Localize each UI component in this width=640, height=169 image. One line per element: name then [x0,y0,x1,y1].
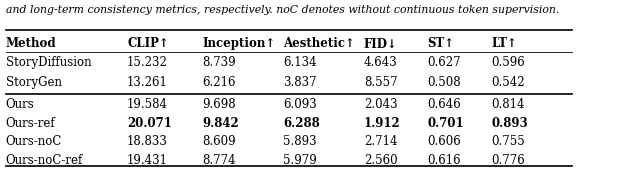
Text: 0.616: 0.616 [428,154,461,167]
Text: 8.557: 8.557 [364,76,397,89]
Text: 6.093: 6.093 [283,98,317,111]
Text: 0.701: 0.701 [428,117,464,130]
Text: Inception↑: Inception↑ [202,38,275,50]
Text: 13.261: 13.261 [127,76,168,89]
Text: 0.893: 0.893 [491,117,528,130]
Text: 8.739: 8.739 [202,56,236,69]
Text: LT↑: LT↑ [491,38,517,50]
Text: Method: Method [6,38,56,50]
Text: Ours-ref: Ours-ref [6,117,56,130]
Text: ST↑: ST↑ [428,38,454,50]
Text: CLIP↑: CLIP↑ [127,38,169,50]
Text: 18.833: 18.833 [127,136,168,148]
Text: 6.288: 6.288 [283,117,320,130]
Text: 0.596: 0.596 [491,56,525,69]
Text: 6.216: 6.216 [202,76,236,89]
Text: Ours: Ours [6,98,35,111]
Text: 2.714: 2.714 [364,136,397,148]
Text: 2.560: 2.560 [364,154,397,167]
Text: FID↓: FID↓ [364,38,398,50]
Text: 0.755: 0.755 [491,136,525,148]
Text: 0.776: 0.776 [491,154,525,167]
Text: 9.698: 9.698 [202,98,236,111]
Text: Aesthetic↑: Aesthetic↑ [283,38,355,50]
Text: 0.542: 0.542 [491,76,525,89]
Text: StoryGen: StoryGen [6,76,62,89]
Text: 0.646: 0.646 [428,98,461,111]
Text: 0.814: 0.814 [491,98,525,111]
Text: Ours-noC-ref: Ours-noC-ref [6,154,83,167]
Text: 0.508: 0.508 [428,76,461,89]
Text: 19.431: 19.431 [127,154,168,167]
Text: 5.893: 5.893 [283,136,317,148]
Text: Ours-noC: Ours-noC [6,136,62,148]
Text: 15.232: 15.232 [127,56,168,69]
Text: 0.627: 0.627 [428,56,461,69]
Text: 1.912: 1.912 [364,117,401,130]
Text: 20.071: 20.071 [127,117,172,130]
Text: 9.842: 9.842 [202,117,239,130]
Text: and long-term consistency metrics, respectively. noC denotes without continuous : and long-term consistency metrics, respe… [6,5,559,15]
Text: 19.584: 19.584 [127,98,168,111]
Text: 0.606: 0.606 [428,136,461,148]
Text: 4.643: 4.643 [364,56,397,69]
Text: 3.837: 3.837 [283,76,317,89]
Text: 5.979: 5.979 [283,154,317,167]
Text: StoryDiffusion: StoryDiffusion [6,56,92,69]
Text: 2.043: 2.043 [364,98,397,111]
Text: 8.774: 8.774 [202,154,236,167]
Text: 6.134: 6.134 [283,56,317,69]
Text: 8.609: 8.609 [202,136,236,148]
